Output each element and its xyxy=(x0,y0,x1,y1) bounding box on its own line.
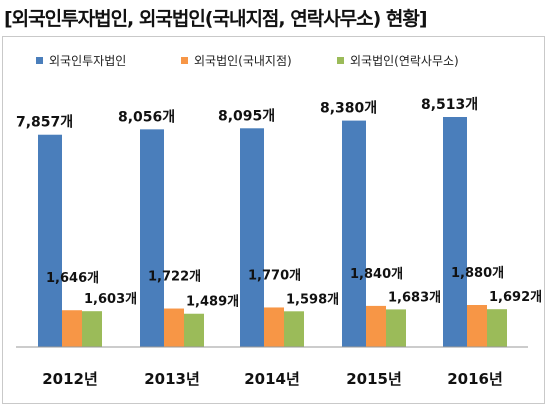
legend-swatch-3 xyxy=(337,57,344,64)
data-label-s3-2: 1,489개 xyxy=(186,295,239,310)
bar-s2-5 xyxy=(467,305,487,347)
legend-swatch-1 xyxy=(36,57,43,64)
data-label-s1-3: 8,095개 xyxy=(218,108,275,124)
legend-label-1: 외국인투자법인 xyxy=(49,54,126,68)
bar-s2-4 xyxy=(366,305,386,347)
bar-s1-4 xyxy=(342,120,366,348)
bar-s2-1 xyxy=(62,310,82,347)
category-label-5: 2016년 xyxy=(447,370,503,388)
bar-s3-1 xyxy=(82,311,102,347)
data-label-s1-5: 8,513개 xyxy=(421,97,478,113)
bar-s1-3 xyxy=(240,128,264,347)
category-label-3: 2014년 xyxy=(244,370,300,388)
bar-s2-2 xyxy=(164,308,184,347)
data-label-s2-1: 1,646개 xyxy=(46,271,99,286)
legend-swatch-2 xyxy=(181,57,188,64)
category-label-2: 2013년 xyxy=(144,370,200,388)
data-label-s2-2: 1,722개 xyxy=(148,270,201,285)
category-label-4: 2015년 xyxy=(346,370,402,388)
data-label-s3-1: 1,603개 xyxy=(84,292,137,307)
data-label-s2-5: 1,880개 xyxy=(451,266,504,281)
bar-s3-3 xyxy=(284,311,304,347)
legend-label-3: 외국법인(연락사무소) xyxy=(350,54,459,68)
data-label-s1-2: 8,056개 xyxy=(118,109,175,125)
data-label-s3-4: 1,683개 xyxy=(388,290,441,305)
bar-s3-2 xyxy=(184,313,204,347)
bar-s1-2 xyxy=(140,129,164,347)
data-label-s3-5: 1,692개 xyxy=(489,290,542,305)
data-label-s2-4: 1,840개 xyxy=(350,267,403,282)
legend-label-2: 외국법인(국내지점) xyxy=(194,54,292,68)
bar-s1-1 xyxy=(38,134,62,347)
data-label-s2-3: 1,770개 xyxy=(248,268,301,283)
chart-title: [외국인투자법인, 외국법인(국내지점, 연락사무소) 현황] xyxy=(4,8,428,30)
bar-s3-4 xyxy=(386,309,406,347)
bar-s3-5 xyxy=(487,309,507,347)
data-label-s3-3: 1,598개 xyxy=(286,292,339,307)
data-label-s1-4: 8,380개 xyxy=(320,101,377,117)
bar-s1-5 xyxy=(443,117,467,347)
category-label-1: 2012년 xyxy=(42,370,98,388)
bar-s2-3 xyxy=(264,307,284,347)
data-label-s1-1: 7,857개 xyxy=(16,115,73,131)
